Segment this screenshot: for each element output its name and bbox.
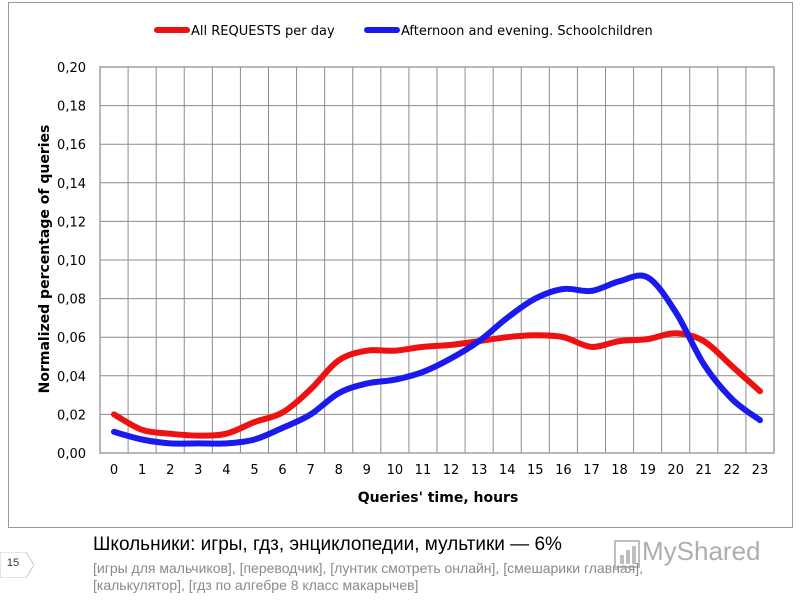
legend: All REQUESTS per day Afternoon and evenin… [154, 24, 653, 39]
x-tick-label: 4 [222, 463, 230, 478]
x-tick-label: 14 [499, 463, 516, 478]
x-tick-label: 5 [250, 463, 258, 478]
x-tick-label: 9 [363, 463, 371, 478]
legend-label-2: Afternoon and evening. Schoolchildren [401, 24, 653, 39]
y-tick-label: 0,06 [57, 331, 86, 346]
grid-lines [99, 66, 775, 454]
x-tick-label: 6 [278, 463, 286, 478]
x-tick-label: 2 [166, 463, 174, 478]
x-tick-label: 22 [724, 463, 741, 478]
y-tick-labels: 0,00 0,02 0,04 0,06 0,08 0,10 0,12 0,14 0,16 0,18… [57, 61, 86, 462]
x-tick-label: 13 [471, 463, 488, 478]
y-tick-label: 0,02 [57, 408, 86, 423]
series-line-1 [111, 330, 763, 439]
y-tick-label: 0,14 [57, 177, 86, 192]
x-axis-title: Queries' time, hours [358, 490, 519, 506]
y-tick-label: 0,18 [57, 100, 86, 115]
x-tick-label: 8 [335, 463, 343, 478]
caption-queries: [игры для мальчиков], [переводчик], [лун… [93, 560, 644, 593]
x-tick-label: 19 [639, 463, 656, 478]
series-line-2 [111, 272, 763, 447]
y-tick-label: 0,20 [57, 61, 86, 76]
y-tick-label: 0,00 [57, 447, 86, 462]
x-tick-label: 16 [555, 463, 572, 478]
x-tick-label: 17 [583, 463, 600, 478]
watermark-logo-icon [614, 540, 640, 568]
y-tick-label: 0,16 [57, 138, 86, 153]
y-tick-label: 0,10 [57, 254, 86, 269]
x-tick-label: 1 [138, 463, 146, 478]
x-tick-label: 18 [611, 463, 628, 478]
x-tick-label: 10 [387, 463, 404, 478]
line-chart: 0,00 0,02 0,04 0,06 0,08 0,10 0,12 0,14 0,16 0,18… [37, 24, 775, 506]
y-axis-title: Normalized percentage of queries [37, 125, 53, 394]
x-tick-label: 0 [110, 463, 118, 478]
x-tick-label: 23 [752, 463, 769, 478]
chart-frame [8, 2, 793, 528]
x-tick-label: 21 [696, 463, 713, 478]
caption-title: Школьники: игры, гдз, энциклопедии, муль… [93, 534, 562, 555]
x-tick-label: 11 [415, 463, 432, 478]
slide-number-badge [0, 552, 34, 578]
x-tick-label: 7 [306, 463, 314, 478]
x-tick-label: 15 [527, 463, 544, 478]
y-tick-label: 0,08 [57, 293, 86, 308]
watermark-text: MyShared [642, 536, 761, 566]
x-tick-label: 12 [443, 463, 460, 478]
y-tick-label: 0,12 [57, 215, 86, 230]
legend-label-1: All REQUESTS per day [191, 24, 335, 39]
slide-number: 15 [6, 557, 20, 569]
x-tick-label: 20 [667, 463, 684, 478]
series-lines [111, 272, 763, 447]
x-tick-labels: 0 1 2 3 4 5 6 7 8 9 10 11 12 13 14 15 16 17 18 19 20 21 22 23 [110, 463, 768, 478]
x-tick-label: 3 [194, 463, 202, 478]
y-tick-label: 0,04 [57, 370, 86, 385]
